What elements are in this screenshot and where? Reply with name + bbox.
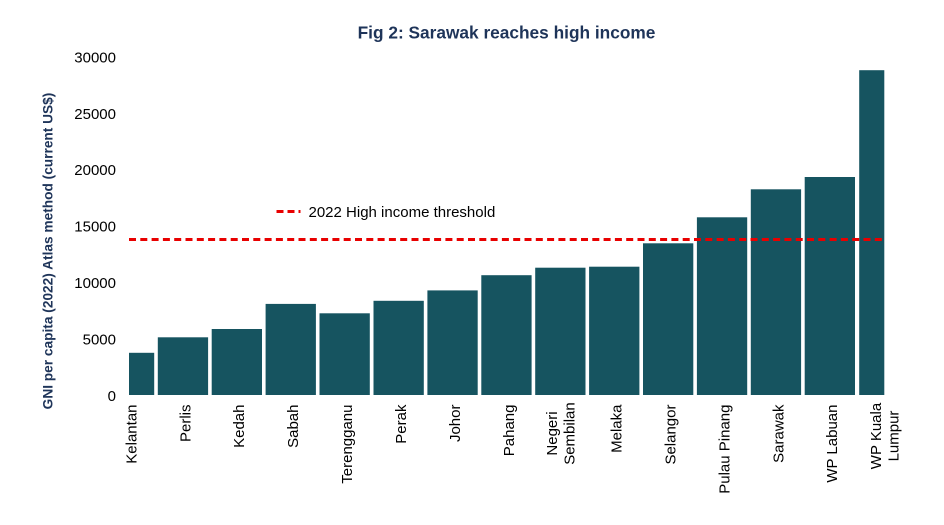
svg-text:Sarawak: Sarawak bbox=[770, 404, 787, 463]
svg-text:Melaka: Melaka bbox=[609, 404, 626, 453]
svg-text:20000: 20000 bbox=[74, 162, 116, 179]
svg-text:Perlis: Perlis bbox=[177, 405, 194, 443]
svg-text:Lumpur: Lumpur bbox=[885, 411, 902, 462]
svg-text:Selangor: Selangor bbox=[663, 404, 680, 464]
svg-text:0: 0 bbox=[108, 388, 116, 405]
svg-text:30000: 30000 bbox=[74, 49, 116, 66]
svg-text:25000: 25000 bbox=[74, 106, 116, 123]
svg-text:Perak: Perak bbox=[393, 404, 410, 444]
svg-text:Pahang: Pahang bbox=[501, 405, 518, 457]
svg-text:Sabah: Sabah bbox=[285, 405, 302, 448]
svg-text:WP Labuan: WP Labuan bbox=[824, 405, 841, 483]
svg-text:Negeri: Negeri bbox=[544, 411, 561, 455]
svg-text:5000: 5000 bbox=[83, 332, 116, 349]
svg-text:Pulau Pinang: Pulau Pinang bbox=[716, 405, 733, 494]
svg-text:GNI per capita (2022) Atlas me: GNI per capita (2022) Atlas method (curr… bbox=[41, 93, 56, 410]
svg-text:Kelantan: Kelantan bbox=[123, 405, 140, 464]
svg-text:WP Kuala: WP Kuala bbox=[868, 402, 885, 469]
svg-text:Terengganu: Terengganu bbox=[339, 405, 356, 484]
svg-text:Kedah: Kedah bbox=[231, 405, 248, 448]
svg-text:10000: 10000 bbox=[74, 275, 116, 292]
svg-text:Sembilan: Sembilan bbox=[562, 402, 579, 465]
svg-text:2022 High income threshold: 2022 High income threshold bbox=[309, 204, 496, 221]
svg-text:Fig 2: Sarawak reaches high in: Fig 2: Sarawak reaches high income bbox=[358, 23, 656, 43]
svg-text:15000: 15000 bbox=[74, 219, 116, 236]
svg-text:Johor: Johor bbox=[447, 405, 464, 443]
